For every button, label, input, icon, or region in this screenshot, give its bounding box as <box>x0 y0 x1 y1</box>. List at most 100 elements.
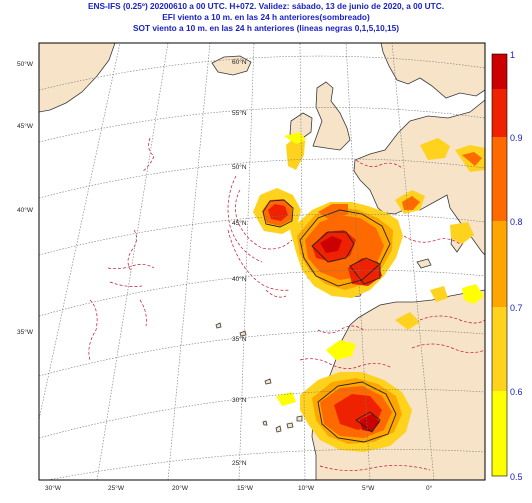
dashed-contour-11 <box>317 325 365 334</box>
efi-med-2 <box>462 284 484 304</box>
dashed-contour-8 <box>88 299 98 361</box>
meridian-30w <box>39 43 121 421</box>
parallel-50n <box>39 158 485 199</box>
canary-island-1 <box>275 425 282 433</box>
colorbar-tick-0-8: 0.8 <box>510 217 523 227</box>
dashed-contour-15 <box>419 315 485 324</box>
canary-island-3 <box>296 415 303 422</box>
colorbar-frame <box>491 53 508 477</box>
canary-island-2 <box>286 422 294 429</box>
efi-iberia-red-2 <box>348 258 382 286</box>
lon-label-10w: 10°W <box>298 484 315 492</box>
colorbar-tick-0-6: 0.6 <box>510 387 523 397</box>
colorbar-step-1 <box>492 391 507 476</box>
sot-contour-morocco-1 <box>317 381 397 443</box>
sot-contour-iberia-1 <box>299 209 391 287</box>
meridian-5w <box>345 43 371 480</box>
parallel-25n <box>47 448 485 480</box>
lat-label-50n: 50°N <box>232 163 247 171</box>
efi-med-3 <box>430 286 448 302</box>
parallel-60n <box>39 55 485 91</box>
dashed-contour-10 <box>265 289 287 298</box>
dashed-contour-12 <box>299 358 393 369</box>
efi-blob-ireland <box>286 137 305 170</box>
inner-lat-labels: 60°N 55°N 50°N 45°N 40°N 35°N 30°N 25°N <box>232 58 247 467</box>
azores-island-1 <box>215 322 222 329</box>
colorbar-step-6 <box>492 54 507 89</box>
colorbar-step-5 <box>492 89 507 137</box>
lon-label-35w: 35°W <box>17 328 34 336</box>
dashed-contour-14 <box>403 235 461 245</box>
efi-france-north <box>420 138 450 160</box>
efi-iberia-max <box>320 236 342 253</box>
efi-france-south-core <box>402 196 420 210</box>
lat-label-30n: 30°N <box>232 396 247 404</box>
lon-label-5w: 5°W <box>362 484 375 492</box>
parallel-45n <box>39 213 485 256</box>
efi-europe-east-core <box>462 152 482 166</box>
sot-contour-biscay <box>262 199 294 228</box>
lon-label-0: 0° <box>426 484 433 492</box>
efi-blob-ireland-top <box>284 132 306 144</box>
efi-cantabrian <box>318 204 348 220</box>
lon-label-45w: 45°W <box>17 122 34 130</box>
colorbar-step-4 <box>492 137 507 221</box>
lon-label-20w: 20°W <box>172 484 189 492</box>
colorbar-step-3 <box>492 221 507 307</box>
lon-label-15w: 15°W <box>237 484 254 492</box>
efi-sahara-strip-2 <box>395 312 420 330</box>
lat-label-45n: 45°N <box>232 219 247 227</box>
meridian-15w <box>238 43 255 480</box>
dashed-contour-1 <box>235 189 293 250</box>
bottom-lon-labels: 30°W 25°W 20°W 15°W 10°W 5°W 0° <box>45 484 433 492</box>
map-frame <box>38 42 486 481</box>
dashed-contour-6 <box>107 264 155 270</box>
efi-med-1 <box>450 222 474 244</box>
madeira-island <box>264 378 272 385</box>
dashed-contour-7 <box>109 281 143 287</box>
efi-shading <box>253 132 485 452</box>
dashed-contour-16 <box>411 343 485 353</box>
meridian-0 <box>391 43 435 480</box>
red-dashed-contours <box>88 137 485 471</box>
colorbar-tick-0-7: 0.7 <box>510 303 523 313</box>
lon-label-25w: 25°W <box>108 484 125 492</box>
dashed-contour-5 <box>127 229 137 273</box>
dashed-contour-2 <box>227 175 263 263</box>
title-line-1: ENS-IFS (0.25º) 20200610 a 00 UTC. H+072… <box>87 1 445 11</box>
azores-island-2 <box>239 330 247 337</box>
sot-contour-morocco-2 <box>355 411 381 433</box>
outer-lon-labels-left: 50°W 45°W 40°W 35°W <box>17 60 34 336</box>
iceland-landmass <box>211 55 252 76</box>
efi-colorbar: 1 0.9 0.8 0.7 0.6 0.5 <box>491 50 523 482</box>
title-line-2: EFI viento a 10 m. en las 24 h anteriore… <box>162 12 370 22</box>
meridian-20w <box>167 43 211 480</box>
lon-label-50w: 50°W <box>17 60 34 68</box>
sot-contours <box>262 199 397 443</box>
greenland-landmass <box>39 43 116 113</box>
efi-sahara-strip <box>326 340 356 360</box>
lat-label-35n: 35°N <box>232 335 247 343</box>
sot-contour-iberia-3 <box>349 257 381 285</box>
efi-canaries <box>276 392 296 406</box>
colorbar-step-2 <box>492 307 507 391</box>
lat-label-25n: 25°N <box>232 459 247 467</box>
dashed-contour-9 <box>139 299 147 327</box>
colorbar-tick-0-9: 0.9 <box>510 133 523 143</box>
meridian-10w <box>299 43 306 480</box>
scandinavia-landmass <box>380 43 485 99</box>
lat-label-60n: 60°N <box>232 58 247 66</box>
title-line-3: SOT viento a 10 m. en las 24 h anteriore… <box>132 23 400 33</box>
mallorca-island <box>416 258 432 269</box>
sot-contour-iberia-2 <box>311 231 355 263</box>
parallel-55n <box>39 106 485 143</box>
lat-label-40n: 40°N <box>232 275 247 283</box>
canary-island-4 <box>262 420 268 426</box>
dashed-contour-4 <box>141 137 155 173</box>
graticule <box>39 43 485 480</box>
colorbar-tick-1: 1 <box>510 50 515 60</box>
lon-label-30w: 30°W <box>45 484 62 492</box>
lon-label-40w: 40°W <box>17 206 34 214</box>
lat-label-55n: 55°N <box>232 109 247 117</box>
